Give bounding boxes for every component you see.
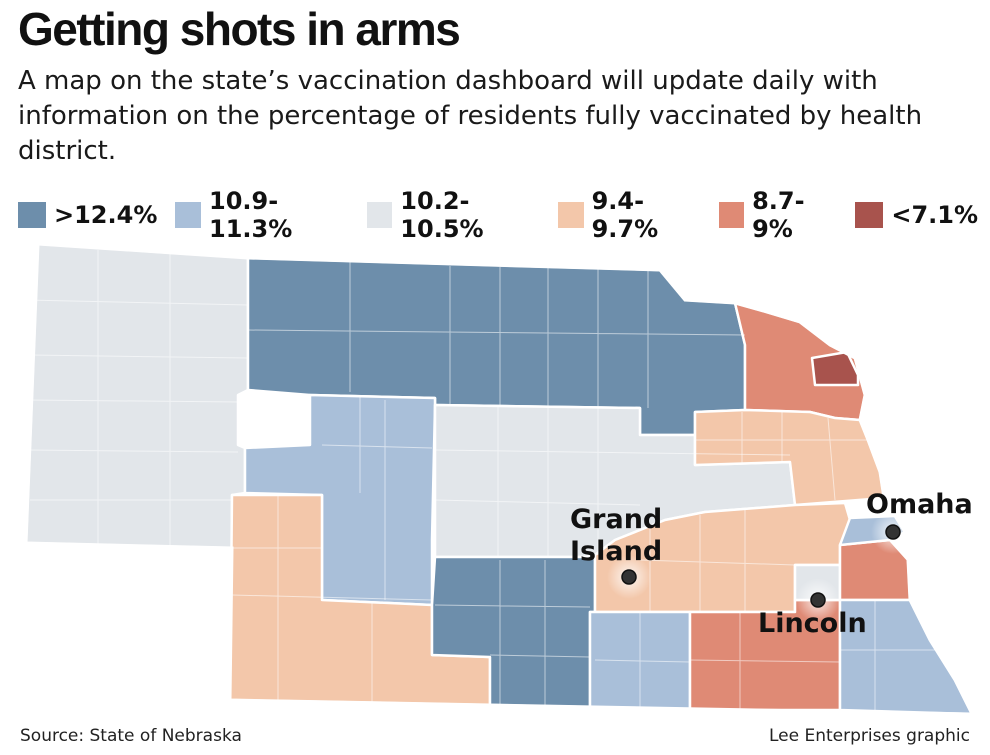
graphic-title: Getting shots in arms <box>18 3 461 55</box>
legend-swatch <box>718 202 745 228</box>
legend-swatch <box>855 202 884 228</box>
graphic-subtitle: A map on the state’s vaccination dashboa… <box>18 66 923 166</box>
nebraska-map: Grand Island Omaha Lincoln <box>24 242 975 716</box>
grand-island-marker-icon <box>621 569 637 585</box>
legend-swatch <box>366 202 393 228</box>
legend-label: <7.1% <box>891 201 978 229</box>
legend: >12.4% 10.9-11.3% 10.2-10.5% 9.4-9.7% 8.… <box>18 187 978 243</box>
legend-swatch <box>175 202 202 228</box>
legend-label: >12.4% <box>54 201 158 229</box>
city-label-lincoln: Lincoln <box>758 608 867 639</box>
district-dakota <box>810 350 860 387</box>
legend-item-8-7-9: 8.7-9% <box>718 187 838 243</box>
district-panhandle <box>24 242 250 550</box>
city-label-omaha: Omaha <box>866 489 973 520</box>
legend-item-9-4-9-7: 9.4-9.7% <box>557 187 701 243</box>
legend-item-10-2-10-5: 10.2-10.5% <box>366 187 540 243</box>
city-label-grand-island: Grand Island <box>570 504 672 567</box>
legend-item-over-12-4: >12.4% <box>18 201 157 229</box>
legend-swatch <box>557 202 584 228</box>
credit-note: Lee Enterprises graphic <box>768 726 970 746</box>
state-outline <box>24 242 975 716</box>
legend-label: 10.9-11.3% <box>209 187 293 243</box>
legend-item-under-7-1: <7.1% <box>855 201 978 229</box>
legend-label: 8.7-9% <box>752 187 805 243</box>
legend-label: 10.2-10.5% <box>400 187 484 243</box>
legend-swatch <box>18 202 46 228</box>
source-note: Source: State of Nebraska <box>20 726 242 746</box>
legend-item-10-9-11-3: 10.9-11.3% <box>175 187 348 243</box>
lincoln-marker-icon <box>810 592 826 608</box>
county-lines <box>25 250 935 712</box>
omaha-marker-icon <box>885 524 901 540</box>
legend-label: 9.4-9.7% <box>591 187 659 243</box>
health-districts <box>24 242 974 716</box>
city-markers <box>607 510 915 622</box>
